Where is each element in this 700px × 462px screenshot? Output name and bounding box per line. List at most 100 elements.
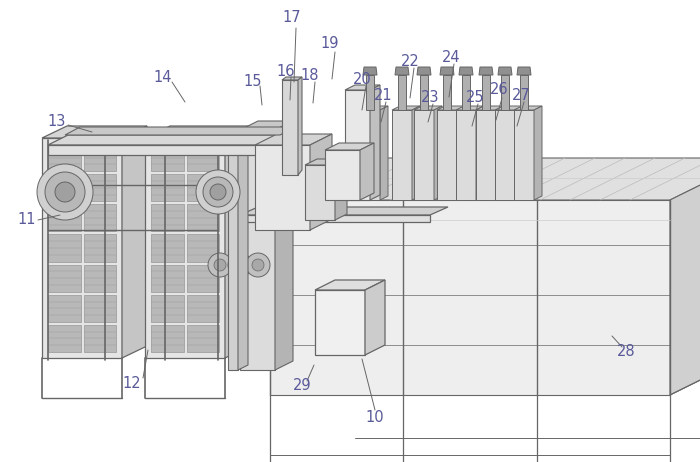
Polygon shape: [145, 126, 250, 138]
Polygon shape: [501, 75, 509, 110]
Polygon shape: [122, 126, 147, 358]
Polygon shape: [534, 106, 542, 200]
Polygon shape: [310, 134, 332, 230]
Text: 14: 14: [154, 69, 172, 85]
Polygon shape: [479, 67, 493, 75]
Polygon shape: [48, 135, 285, 145]
Circle shape: [234, 259, 246, 271]
Text: 25: 25: [466, 90, 484, 104]
Circle shape: [37, 164, 93, 220]
Text: 12: 12: [122, 376, 141, 390]
Polygon shape: [83, 204, 116, 231]
Polygon shape: [363, 67, 377, 75]
Text: 13: 13: [48, 115, 66, 129]
Polygon shape: [238, 136, 248, 370]
Polygon shape: [48, 204, 80, 231]
Polygon shape: [48, 295, 80, 322]
Polygon shape: [186, 295, 219, 322]
Polygon shape: [325, 143, 374, 150]
Polygon shape: [275, 121, 293, 370]
Polygon shape: [305, 159, 347, 165]
Polygon shape: [345, 85, 380, 90]
Polygon shape: [514, 106, 542, 110]
Polygon shape: [420, 75, 428, 110]
Text: 11: 11: [18, 213, 36, 227]
Polygon shape: [151, 234, 183, 261]
Polygon shape: [145, 138, 225, 358]
Text: 15: 15: [244, 73, 262, 89]
Polygon shape: [225, 126, 250, 358]
Text: 28: 28: [617, 344, 636, 359]
Circle shape: [246, 253, 270, 277]
Polygon shape: [476, 106, 484, 200]
Polygon shape: [83, 234, 116, 261]
Text: 16: 16: [276, 63, 295, 79]
Polygon shape: [443, 75, 451, 110]
Polygon shape: [476, 110, 496, 200]
Polygon shape: [48, 325, 80, 352]
Polygon shape: [255, 145, 310, 230]
Polygon shape: [437, 106, 465, 110]
Polygon shape: [282, 80, 298, 175]
Polygon shape: [456, 110, 476, 200]
Polygon shape: [414, 110, 434, 200]
Polygon shape: [459, 67, 473, 75]
Polygon shape: [335, 159, 347, 220]
Polygon shape: [83, 295, 116, 322]
Polygon shape: [240, 158, 355, 200]
Polygon shape: [65, 127, 295, 135]
Polygon shape: [151, 295, 183, 322]
Polygon shape: [151, 144, 183, 171]
Polygon shape: [240, 130, 275, 370]
Polygon shape: [42, 126, 147, 138]
Polygon shape: [240, 207, 448, 215]
Polygon shape: [325, 150, 360, 200]
Polygon shape: [360, 110, 380, 200]
Polygon shape: [240, 215, 430, 222]
Polygon shape: [83, 325, 116, 352]
Polygon shape: [495, 106, 523, 110]
Polygon shape: [270, 158, 700, 200]
Polygon shape: [476, 106, 504, 110]
Text: 22: 22: [400, 54, 419, 68]
Circle shape: [228, 253, 252, 277]
Polygon shape: [392, 106, 420, 110]
Text: 21: 21: [374, 87, 392, 103]
Polygon shape: [151, 265, 183, 292]
Polygon shape: [186, 204, 219, 231]
Polygon shape: [186, 325, 219, 352]
Circle shape: [208, 253, 232, 277]
Polygon shape: [670, 158, 700, 395]
Polygon shape: [515, 106, 523, 200]
Circle shape: [203, 177, 233, 207]
Text: 27: 27: [512, 87, 531, 103]
Polygon shape: [186, 144, 219, 171]
Text: 19: 19: [321, 36, 340, 50]
Polygon shape: [414, 106, 442, 110]
Polygon shape: [398, 75, 406, 110]
Polygon shape: [270, 200, 670, 395]
Polygon shape: [417, 67, 431, 75]
Polygon shape: [48, 265, 80, 292]
Circle shape: [196, 170, 240, 214]
Polygon shape: [496, 106, 504, 200]
Circle shape: [210, 184, 226, 200]
Polygon shape: [228, 140, 238, 370]
Polygon shape: [151, 174, 183, 201]
Circle shape: [252, 259, 264, 271]
Polygon shape: [380, 106, 388, 200]
Polygon shape: [498, 67, 512, 75]
Text: 23: 23: [421, 90, 440, 104]
Polygon shape: [305, 165, 335, 220]
Polygon shape: [315, 280, 385, 290]
Text: 18: 18: [301, 68, 319, 84]
Polygon shape: [83, 265, 116, 292]
Circle shape: [214, 259, 226, 271]
Polygon shape: [83, 144, 116, 171]
Polygon shape: [457, 106, 465, 200]
Polygon shape: [42, 138, 122, 358]
Polygon shape: [392, 110, 412, 200]
Polygon shape: [345, 90, 370, 200]
Text: 20: 20: [353, 72, 372, 86]
Circle shape: [55, 182, 75, 202]
